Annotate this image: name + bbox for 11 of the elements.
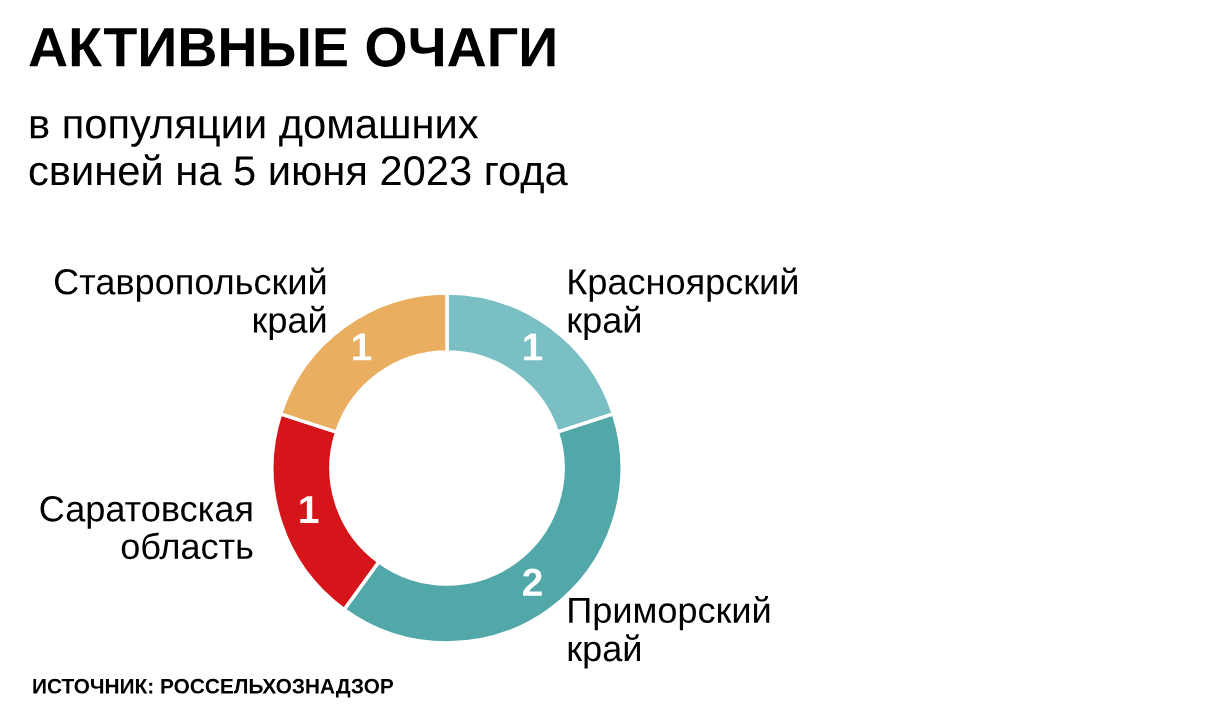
slice-label: Красноярский край (568, 267, 797, 341)
slice-label: Приморский край (568, 595, 770, 669)
text: ИСТОЧНИК: РОССЕЛЬХОЗНАДЗОР (33, 678, 394, 698)
data-label: 1 (300, 496, 319, 524)
data-label: 1 (353, 333, 372, 361)
data-label: 2 (523, 568, 542, 596)
slice-label: Саратовская область (40, 496, 253, 560)
slice-label: Ставропольский край (54, 267, 326, 341)
data-label: 1 (524, 333, 543, 361)
chart-subtitle: в популяции домашних свиней на 5 июня 2023 года (29, 115, 568, 194)
chart-title: АКТИВНЫЕ ОЧАГИ (29, 27, 555, 67)
